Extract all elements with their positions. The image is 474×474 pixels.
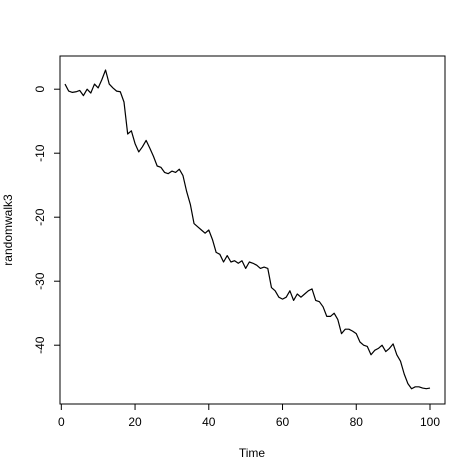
plot-frame (59, 55, 446, 405)
y-tick-label: -20 (33, 208, 47, 226)
y-tick-label: 0 (33, 86, 47, 93)
x-tick-label: 100 (420, 415, 440, 429)
y-axis-label: randomwalk3 (1, 194, 15, 266)
x-tick-label: 20 (128, 415, 142, 429)
y-tick-label: -40 (33, 336, 47, 354)
y-tick-label: -10 (33, 144, 47, 162)
x-tick-label: 80 (350, 415, 364, 429)
x-axis: 0 20 40 60 80 100 (58, 404, 440, 429)
x-tick-label: 60 (276, 415, 290, 429)
x-tick-label: 0 (58, 415, 65, 429)
y-tick-label: -30 (33, 272, 47, 290)
series-line (64, 69, 431, 390)
y-axis: 0 -10 -20 -30 -40 (33, 86, 60, 354)
x-tick-label: 40 (202, 415, 216, 429)
x-axis-label: Time (239, 446, 266, 460)
